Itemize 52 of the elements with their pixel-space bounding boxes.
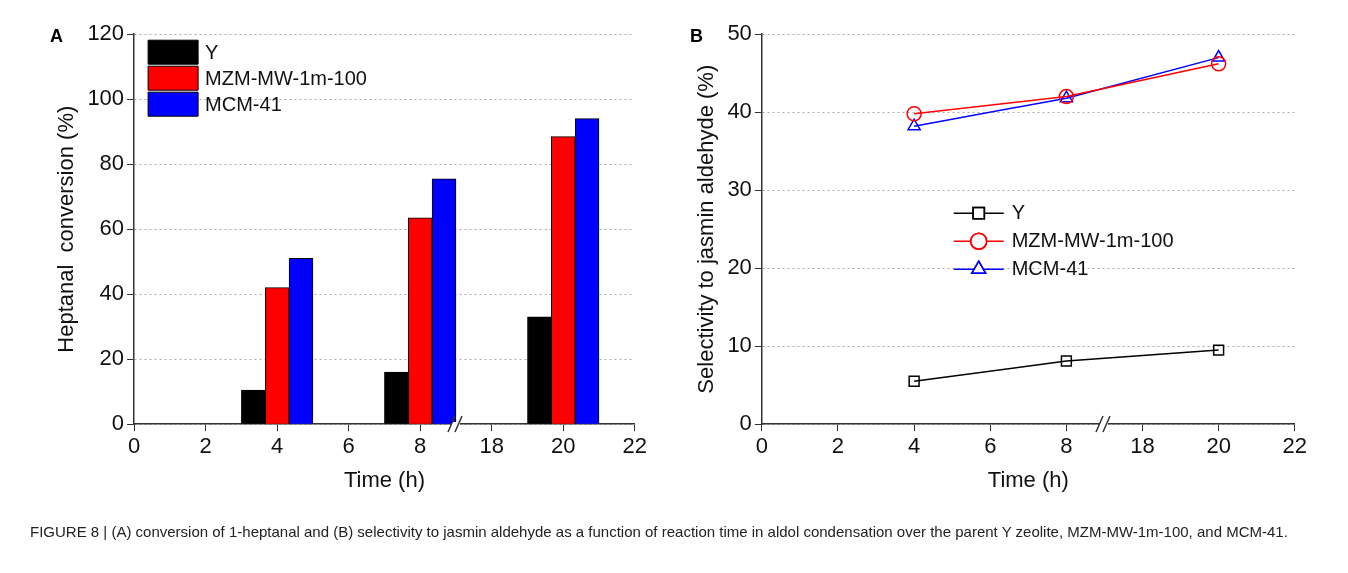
x-tick-label: 20 (1206, 433, 1231, 459)
x-tick-label: 2 (831, 433, 845, 459)
x-tick-label: 4 (908, 433, 921, 459)
y-tick-label: 40 (727, 98, 752, 124)
y-tick-label: 60 (99, 215, 125, 241)
point (1211, 49, 1226, 62)
point (1060, 355, 1073, 367)
x-tick-label: 22 (622, 433, 648, 459)
y-tick-label: 50 (727, 20, 752, 46)
caption: FIGURE 8 | (A) conversion of 1-heptanal and (B) selectivity to jasmin aldehyde as a function of reaction time in aldol condensation over the parent Y zeolite, MZM-MW-1m-100, and MCM-41. (30, 522, 1289, 541)
y-tick-label: 20 (727, 254, 752, 280)
x-tick-label: 20 (551, 433, 576, 459)
x-tick-label: 0 (755, 433, 768, 459)
bar (384, 371, 409, 424)
point (908, 375, 920, 387)
x-tick-label: 6 (342, 433, 355, 459)
chart-title: A (50, 25, 63, 46)
legend-label: Y (1011, 200, 1026, 223)
x-tick-label: 18 (479, 433, 504, 459)
y-tick-label: 10 (727, 332, 752, 358)
legend-label: MZM-MW-1m-100 (1011, 228, 1174, 251)
bar (241, 389, 266, 424)
legend-label: MCM-41 (1011, 256, 1089, 279)
x-tick-label: 0 (127, 433, 141, 459)
y-tick-label: 0 (111, 410, 125, 436)
y-tick-label: 120 (87, 20, 125, 46)
x-axis-title: Time (h) (343, 466, 425, 492)
point (1210, 56, 1227, 72)
legend-label: MCM-41 (205, 92, 282, 115)
legend-label: Y (205, 40, 219, 63)
point (906, 106, 922, 122)
bar (527, 316, 552, 424)
y-tick-label: 20 (99, 345, 125, 371)
y-tick-label: 80 (99, 150, 125, 176)
chart-title: B (690, 25, 703, 46)
x-tick-label: 8 (1060, 433, 1073, 459)
y-tick-label: 30 (727, 176, 752, 202)
y-tick-label: 40 (99, 280, 125, 306)
x-tick-label: 6 (984, 433, 997, 459)
y-axis-title: Selectivity to jasmin aldehyde (%) (693, 64, 719, 394)
x-tick-label: 22 (1282, 433, 1308, 459)
x-tick-label: 2 (199, 433, 212, 459)
x-tick-label: 8 (414, 433, 427, 459)
y-axis-title: Heptanal conversion (%) (53, 105, 79, 353)
x-axis-title: Time (h) (987, 466, 1069, 492)
point (1212, 344, 1225, 356)
legend-label: MZM-MW-1m-100 (205, 66, 367, 89)
x-tick-label: 18 (1130, 433, 1155, 459)
y-tick-label: 100 (87, 85, 125, 111)
y-tick-label: 0 (739, 410, 752, 436)
x-tick-label: 4 (271, 433, 284, 459)
point (907, 118, 921, 131)
